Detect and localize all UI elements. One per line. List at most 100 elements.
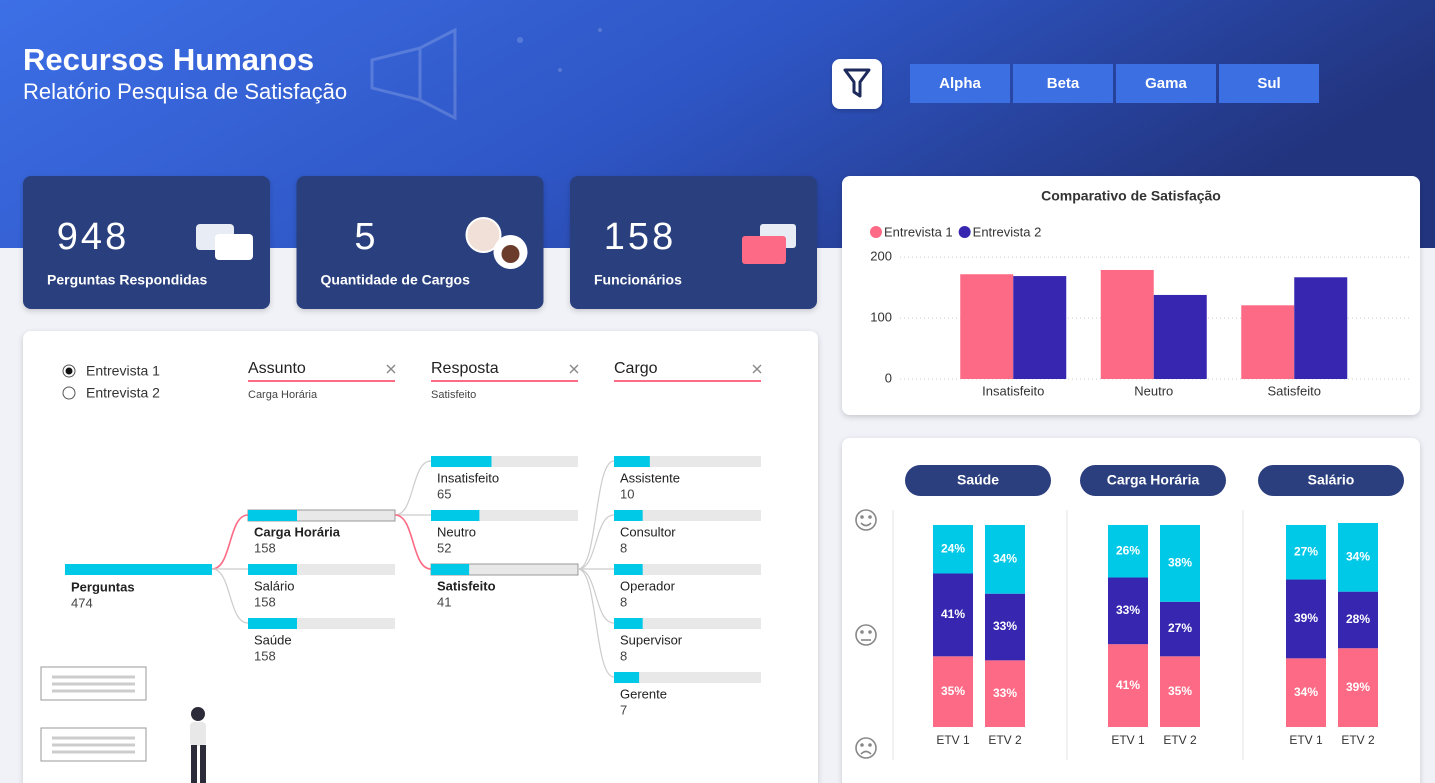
filter-icon[interactable] — [832, 59, 882, 109]
stacked-segment — [1160, 525, 1200, 602]
group-pill — [1258, 465, 1404, 496]
y-tick-label: 0 — [885, 370, 892, 385]
filter-label[interactable]: Gama — [1145, 75, 1187, 92]
tree-bar-bg — [431, 510, 578, 521]
kpi-card — [296, 176, 544, 309]
tree-bar-bg — [431, 456, 578, 467]
stacked-segment — [1108, 577, 1148, 645]
tree-bar[interactable] — [431, 510, 480, 521]
tree-bar[interactable] — [248, 510, 297, 521]
value-label: 34% — [993, 552, 1017, 566]
radio[interactable] — [62, 386, 76, 400]
tree-connector — [211, 568, 249, 624]
value-label: 41% — [1116, 678, 1140, 692]
bar — [1241, 305, 1295, 379]
bar — [1294, 277, 1348, 379]
tree-node-label: Supervisor — [620, 632, 683, 647]
tree-bar[interactable] — [614, 564, 643, 575]
radio-dot — [65, 367, 73, 375]
value-label: 35% — [1168, 684, 1192, 698]
kpi-value: 948 — [57, 216, 129, 258]
value-label: 39% — [1346, 680, 1370, 694]
tree-bar[interactable] — [614, 672, 640, 683]
tree-connector — [394, 514, 432, 570]
tree-bar[interactable] — [614, 510, 643, 521]
stacked-segment — [1338, 648, 1378, 727]
person-decoration — [190, 707, 206, 783]
radio-label[interactable]: Entrevista 1 — [86, 363, 160, 379]
value-label: 33% — [1116, 603, 1140, 617]
filter-label[interactable]: Beta — [1047, 75, 1080, 92]
kpi-label: Perguntas Respondidas — [47, 272, 207, 288]
tree-bar-bg — [614, 672, 761, 683]
y-tick-label: 100 — [870, 310, 892, 325]
tree-bar[interactable] — [248, 564, 297, 575]
level-clear[interactable] — [569, 364, 579, 374]
stacked-segment — [1338, 522, 1378, 592]
tree-bar[interactable] — [431, 564, 470, 575]
subtitle: Relatório Pesquisa de Satisfação — [23, 79, 347, 104]
tree-bar[interactable] — [614, 618, 643, 629]
bar — [960, 274, 1014, 379]
x-tick-label: Satisfeito — [1268, 383, 1321, 398]
tree-node-label: Consultor — [620, 524, 676, 539]
tree-node-label: Operador — [620, 578, 676, 593]
filter-label[interactable]: Alpha — [939, 75, 981, 92]
kpi-label: Funcionários — [594, 272, 682, 288]
chart-title: Saúde — [957, 472, 999, 488]
filter-button[interactable] — [1219, 64, 1319, 103]
stacked-segment — [1160, 656, 1200, 727]
filter-button[interactable] — [910, 64, 1010, 103]
x-tick-label: ETV 1 — [1111, 733, 1145, 747]
tree-node-value: 158 — [254, 540, 276, 555]
kpi-card — [570, 176, 817, 309]
radio-label[interactable]: Entrevista 2 — [86, 385, 160, 401]
tree-node-label: Carga Horária — [254, 524, 341, 539]
tree-node-label: Perguntas — [71, 579, 135, 594]
filter-label[interactable]: Sul — [1257, 75, 1280, 92]
x-tick-label: Neutro — [1134, 383, 1173, 398]
filter-button[interactable] — [1013, 64, 1113, 103]
funnel-glyph — [843, 68, 871, 98]
stacked-segment — [1286, 658, 1326, 727]
x-tick-label: ETV 2 — [1341, 733, 1375, 747]
stacked-segment — [985, 660, 1025, 727]
kpi-icon — [742, 236, 786, 264]
tree-node-value: 7 — [620, 702, 627, 717]
stacked-segment — [1108, 525, 1148, 578]
level-title: Resposta — [431, 360, 499, 377]
value-label: 27% — [1168, 621, 1192, 635]
chart-title: Carga Horária — [1107, 472, 1200, 488]
kpi-value: 158 — [604, 216, 676, 258]
x-tick-label: Insatisfeito — [982, 383, 1044, 398]
tree-bar-bg — [248, 618, 395, 629]
tree-bar[interactable] — [614, 456, 650, 467]
level-clear[interactable] — [386, 364, 396, 374]
kpi-icon — [465, 217, 502, 253]
filter-button[interactable] — [1116, 64, 1216, 103]
tree-bar[interactable] — [431, 456, 492, 467]
x-tick-label: ETV 2 — [1163, 733, 1197, 747]
x-tick-label: ETV 1 — [1289, 733, 1323, 747]
level-clear[interactable] — [752, 364, 762, 374]
tree-node-label: Gerente — [620, 686, 667, 701]
tree-connector — [577, 460, 615, 570]
value-label: 28% — [1346, 612, 1370, 626]
tree-bar-bg — [248, 564, 395, 575]
stacked-segment — [985, 525, 1025, 594]
kpi-label: Quantidade de Cargos — [321, 272, 471, 288]
panel-separators — [892, 510, 1244, 760]
stacked-segment — [1286, 525, 1326, 580]
legend-marker — [870, 226, 882, 238]
tree-bar[interactable] — [248, 618, 297, 629]
value-label: 35% — [941, 684, 965, 698]
value-label: 33% — [993, 619, 1017, 633]
stacked-segment — [933, 525, 973, 574]
tree-bar-bg — [614, 510, 761, 521]
tree-node-value: 52 — [437, 540, 451, 555]
stacked-segment — [1160, 601, 1200, 657]
chart-title: Comparativo de Satisfação — [1041, 188, 1221, 204]
tree-node-value: 8 — [620, 648, 627, 663]
legend-marker — [958, 226, 971, 238]
